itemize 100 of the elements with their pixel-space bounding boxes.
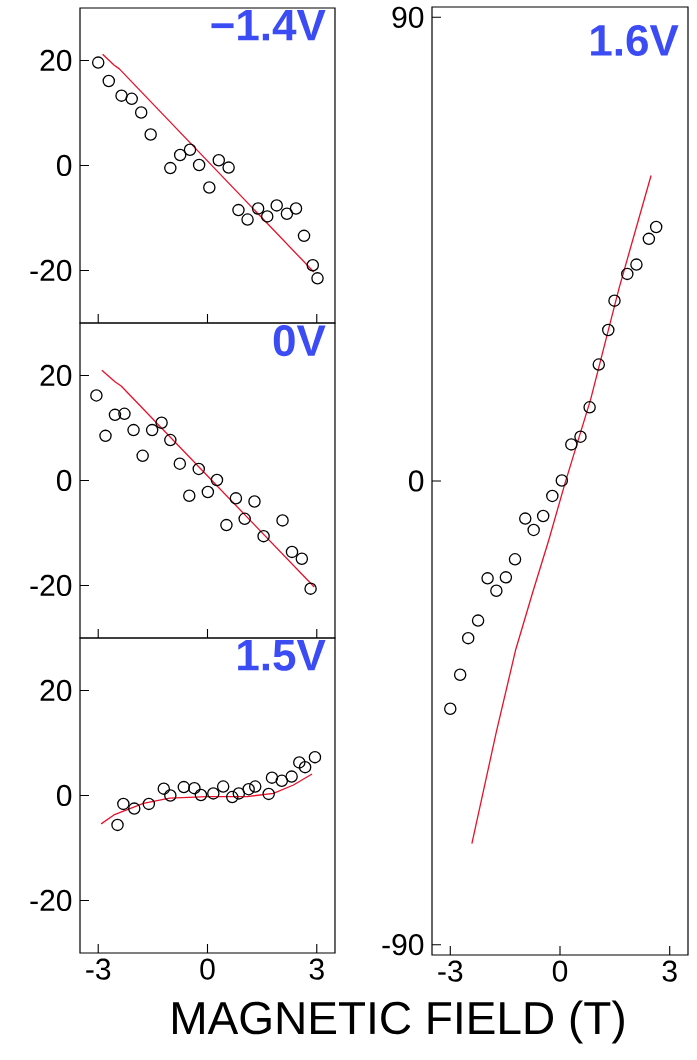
- point: [125, 92, 138, 106]
- point: [555, 474, 569, 487]
- point: [222, 161, 235, 174]
- point: [216, 780, 230, 793]
- point: [117, 797, 130, 811]
- point: [608, 294, 621, 307]
- point: [173, 148, 187, 162]
- point: [220, 518, 233, 532]
- point: [621, 267, 634, 281]
- point: [183, 489, 196, 502]
- line-series: [471, 174, 652, 845]
- y-tick-label: 90: [392, 6, 424, 28]
- point: [248, 780, 262, 793]
- point: [207, 787, 220, 800]
- point: [111, 818, 124, 832]
- y-tick-label: -20: [30, 259, 72, 282]
- point: [471, 614, 485, 627]
- point: [157, 782, 171, 795]
- point: [238, 512, 251, 526]
- y-tick-label: 0: [56, 154, 72, 177]
- point: [499, 571, 513, 584]
- point: [194, 788, 208, 802]
- point: [304, 582, 317, 595]
- chart-title: 1.5V: [238, 640, 326, 671]
- point: [201, 485, 215, 499]
- point: [128, 802, 141, 815]
- point: [260, 210, 274, 223]
- line-series: [101, 53, 315, 273]
- point: [192, 158, 206, 172]
- point: [280, 207, 294, 221]
- point: [276, 514, 289, 527]
- point: [308, 750, 322, 764]
- point: [164, 161, 177, 175]
- point: [251, 202, 265, 215]
- y-tick-label: 20: [40, 49, 72, 72]
- point: [270, 199, 283, 212]
- point: [490, 584, 503, 597]
- y-tick-label: 0: [56, 469, 72, 492]
- point: [257, 529, 270, 543]
- point: [115, 89, 128, 102]
- point: [289, 202, 303, 215]
- point: [527, 523, 540, 537]
- y-tick-label: -20: [30, 574, 72, 597]
- point: [173, 457, 187, 470]
- point: [642, 232, 656, 246]
- y-tick-label: -20: [30, 889, 72, 912]
- x-tick-label: 0: [552, 960, 568, 982]
- point: [242, 782, 255, 796]
- point: [203, 181, 216, 194]
- y-tick-label: 0: [408, 470, 424, 492]
- point: [461, 631, 475, 645]
- x-tick-label: 3: [662, 960, 677, 982]
- chart-title: −1.4V: [211, 10, 326, 41]
- point: [444, 702, 457, 715]
- point: [297, 229, 311, 243]
- point: [508, 553, 522, 566]
- point: [649, 220, 663, 234]
- point: [583, 401, 596, 414]
- point: [536, 509, 550, 523]
- x-tick-label: 0: [200, 958, 215, 980]
- point: [285, 545, 299, 559]
- point: [144, 128, 157, 141]
- point: [136, 449, 149, 463]
- y-tick-label: 20: [40, 364, 72, 387]
- y-tick-label: -90: [382, 934, 424, 956]
- point: [90, 389, 103, 402]
- chart-title: 0V: [273, 325, 326, 357]
- point: [232, 787, 246, 800]
- point: [99, 429, 112, 443]
- line-series: [100, 773, 313, 825]
- point: [265, 771, 279, 784]
- point: [602, 323, 615, 337]
- point: [232, 203, 245, 217]
- point: [102, 74, 116, 88]
- point: [565, 438, 578, 451]
- point: [229, 492, 243, 505]
- point: [188, 781, 201, 795]
- point: [210, 473, 224, 487]
- point: [453, 668, 467, 681]
- point: [298, 760, 312, 774]
- point: [306, 258, 320, 272]
- point: [592, 358, 606, 371]
- point: [142, 797, 156, 811]
- point: [192, 462, 206, 476]
- point: [574, 430, 587, 443]
- point: [164, 433, 177, 447]
- point: [177, 780, 191, 794]
- x-tick-label: 3: [309, 958, 324, 980]
- point: [293, 756, 306, 769]
- point: [519, 512, 532, 525]
- x-tick-label: -3: [86, 958, 111, 980]
- y-tick-label: 20: [40, 679, 72, 702]
- point: [155, 416, 168, 429]
- point: [134, 106, 148, 119]
- y-tick-label: 0: [56, 784, 72, 807]
- point: [212, 153, 226, 167]
- point: [108, 408, 122, 422]
- point: [164, 789, 177, 802]
- point: [630, 258, 643, 271]
- point: [241, 213, 254, 226]
